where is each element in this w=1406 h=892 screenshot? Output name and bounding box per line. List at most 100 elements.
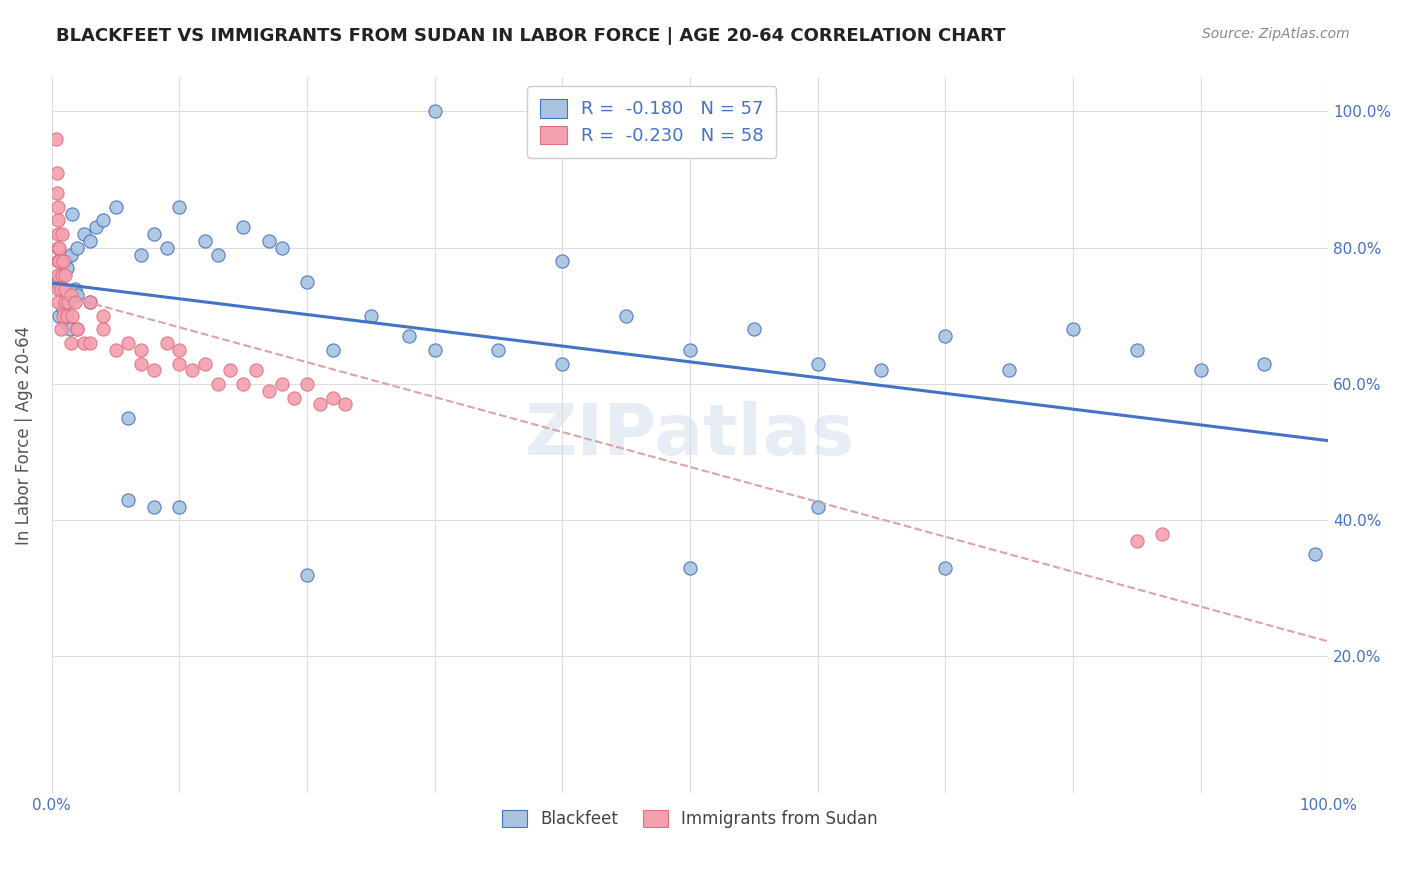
Point (51, 227, 73, 241)
Point (232, 376, 254, 391)
Point (1189, 363, 1212, 377)
Point (86, 220, 108, 235)
Point (742, 322, 765, 336)
Point (48, 309, 70, 323)
Point (806, 357, 828, 371)
Point (194, 357, 217, 371)
Point (63, 282, 86, 296)
Point (73, 336, 96, 351)
Point (91, 309, 114, 323)
Point (59, 322, 82, 336)
Point (194, 234, 217, 248)
Point (51, 268, 73, 282)
Point (66, 322, 89, 336)
Point (423, 104, 446, 119)
Point (48, 241, 70, 255)
Point (295, 275, 318, 289)
Point (283, 391, 305, 405)
Point (398, 329, 420, 343)
Point (53, 254, 76, 268)
Point (322, 343, 344, 357)
Point (117, 336, 139, 351)
Point (52, 309, 75, 323)
Text: ZIPatlas: ZIPatlas (524, 401, 855, 469)
Point (169, 500, 191, 514)
Y-axis label: In Labor Force | Age 20-64: In Labor Force | Age 20-64 (15, 326, 32, 545)
Point (66, 241, 89, 255)
Point (614, 309, 637, 323)
Point (335, 397, 357, 411)
Point (46, 254, 69, 268)
Point (1125, 343, 1147, 357)
Point (59, 336, 82, 351)
Point (49, 322, 72, 336)
Point (1152, 526, 1174, 541)
Point (181, 363, 204, 377)
Point (56, 261, 79, 276)
Point (56, 309, 79, 323)
Point (219, 363, 242, 377)
Point (207, 376, 229, 391)
Point (998, 363, 1021, 377)
Point (46, 268, 69, 282)
Point (551, 357, 574, 371)
Point (59, 247, 82, 261)
Point (46, 227, 69, 241)
Text: Source: ZipAtlas.com: Source: ZipAtlas.com (1202, 27, 1350, 41)
Point (46, 295, 69, 310)
Point (48, 254, 70, 268)
Point (295, 376, 318, 391)
Point (207, 247, 229, 261)
Point (49, 282, 72, 296)
Point (257, 384, 280, 398)
Point (129, 343, 152, 357)
Point (806, 500, 828, 514)
Point (295, 567, 318, 582)
Point (117, 411, 139, 425)
Point (679, 343, 702, 357)
Point (169, 200, 191, 214)
Point (51, 268, 73, 282)
Point (270, 241, 292, 255)
Point (360, 309, 382, 323)
Point (91, 322, 114, 336)
Point (488, 343, 510, 357)
Point (551, 254, 574, 268)
Point (66, 288, 89, 302)
Point (79, 295, 101, 310)
Point (322, 391, 344, 405)
Point (45, 132, 67, 146)
Point (63, 295, 86, 310)
Point (45, 186, 67, 201)
Point (66, 322, 89, 336)
Point (156, 241, 179, 255)
Point (245, 363, 267, 377)
Point (1125, 533, 1147, 548)
Point (104, 343, 127, 357)
Point (232, 220, 254, 235)
Point (52, 301, 75, 316)
Point (270, 376, 292, 391)
Text: BLACKFEET VS IMMIGRANTS FROM SUDAN IN LABOR FORCE | AGE 20-64 CORRELATION CHART: BLACKFEET VS IMMIGRANTS FROM SUDAN IN LA… (56, 27, 1005, 45)
Point (104, 200, 127, 214)
Point (142, 227, 165, 241)
Point (53, 282, 76, 296)
Point (91, 213, 114, 227)
Point (53, 295, 76, 310)
Point (1305, 547, 1327, 561)
Point (46, 241, 69, 255)
Point (45, 166, 67, 180)
Point (1253, 357, 1275, 371)
Point (169, 343, 191, 357)
Point (79, 295, 101, 310)
Point (46, 200, 69, 214)
Point (142, 363, 165, 377)
Point (79, 234, 101, 248)
Point (55, 316, 77, 330)
Point (934, 329, 956, 343)
Point (679, 561, 702, 575)
Point (79, 336, 101, 351)
Point (59, 288, 82, 302)
Point (308, 397, 330, 411)
Point (46, 213, 69, 227)
